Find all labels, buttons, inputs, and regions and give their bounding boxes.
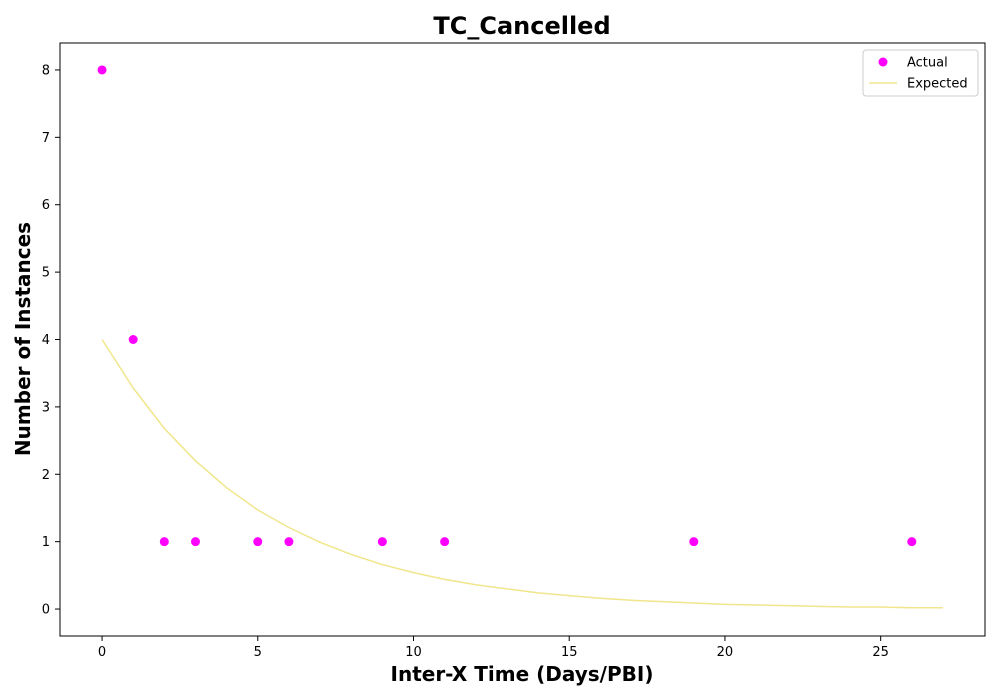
x-tick-label: 0 — [98, 645, 106, 660]
actual-point — [689, 537, 699, 547]
chart-title: TC_Cancelled — [433, 12, 610, 40]
y-axis-title: Number of Instances — [11, 222, 35, 456]
plot-frame — [59, 42, 986, 637]
x-tick-label: 25 — [872, 645, 889, 660]
y-tick-label: 2 — [42, 468, 50, 483]
actual-point — [128, 335, 138, 344]
x-axis-title: Inter-X Time (Days/PBI) — [391, 662, 654, 686]
expected-line — [101, 339, 943, 609]
x-tick-label: 5 — [254, 645, 262, 660]
y-tick-label: 4 — [42, 333, 50, 348]
y-tick-label: 5 — [42, 266, 50, 281]
legend-box — [862, 49, 979, 97]
plot-area: 0 5 10 15 20 25 0 1 2 3 4 5 6 7 8 — [42, 42, 986, 660]
legend-label: Actual — [907, 56, 948, 71]
y-tick-label: 7 — [42, 131, 50, 146]
y-tick-label: 6 — [42, 198, 50, 213]
actual-point — [440, 537, 450, 547]
legend: Actual Expected — [862, 49, 979, 97]
actual-point — [97, 65, 107, 75]
actual-point — [284, 537, 294, 547]
actual-point — [377, 537, 387, 547]
legend-label: Expected — [907, 77, 968, 92]
y-tick-label: 8 — [42, 63, 50, 78]
legend-marker-actual — [878, 57, 888, 67]
y-tick-label: 1 — [42, 535, 50, 550]
actual-point — [907, 537, 917, 547]
y-tick-label: 0 — [42, 603, 50, 618]
x-tick-label: 15 — [561, 645, 578, 660]
x-tick-label: 10 — [405, 645, 422, 660]
actual-point — [190, 537, 200, 547]
y-tick-label: 3 — [42, 400, 50, 415]
x-tick-label: 20 — [717, 645, 734, 660]
actual-point — [159, 537, 169, 547]
actual-point — [253, 537, 263, 547]
